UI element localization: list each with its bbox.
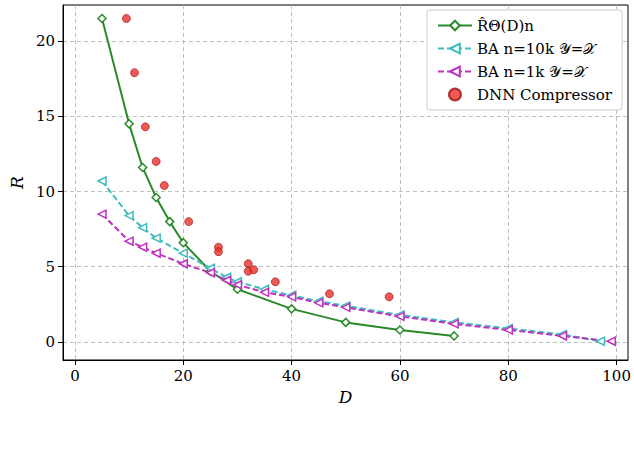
svg-text:BA n=1k 𝒴=𝒳: BA n=1k 𝒴=𝒳 (477, 63, 589, 81)
svg-text:10: 10 (36, 183, 55, 201)
svg-text:R̂Θ(D)n: R̂Θ(D)n (477, 17, 534, 35)
svg-text:40: 40 (282, 367, 301, 385)
svg-text:0: 0 (70, 367, 80, 385)
svg-text:0: 0 (45, 333, 55, 351)
svg-text:R: R (7, 176, 27, 190)
svg-text:20: 20 (36, 32, 55, 50)
svg-text:100: 100 (602, 367, 631, 385)
svg-text:20: 20 (174, 367, 193, 385)
svg-text:5: 5 (45, 258, 55, 276)
svg-text:DNN Compressor: DNN Compressor (477, 86, 613, 104)
svg-text:BA n=10k 𝒴=𝒳: BA n=10k 𝒴=𝒳 (477, 40, 598, 58)
svg-text:80: 80 (499, 367, 518, 385)
svg-text:60: 60 (390, 367, 409, 385)
svg-text:15: 15 (36, 107, 55, 125)
svg-text:D: D (338, 387, 353, 407)
